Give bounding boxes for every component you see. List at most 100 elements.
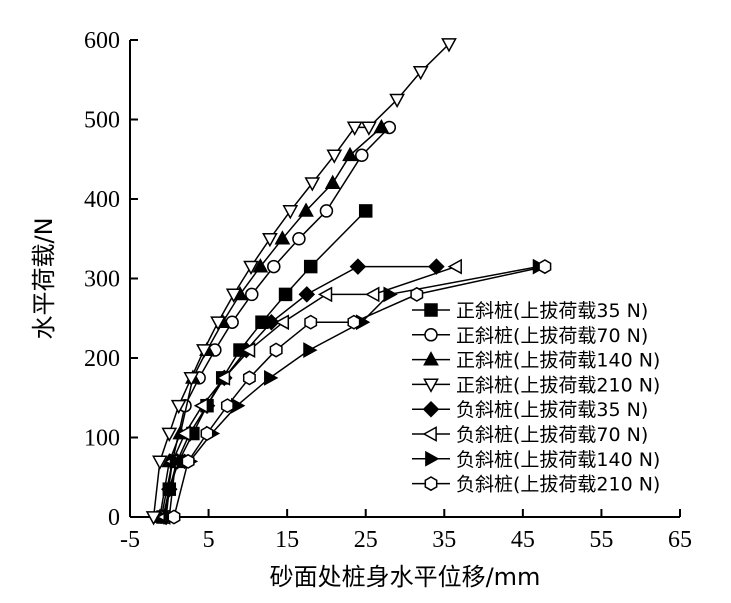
data-point-marker: [183, 372, 200, 387]
legend-label: 负斜桩(上拔荷载70 N): [456, 424, 648, 446]
series-line: [163, 265, 457, 518]
legend-entry: 正斜桩(上拔荷载140 N): [412, 350, 660, 372]
data-point-marker: [538, 259, 552, 275]
x-tick-label: 5: [203, 527, 215, 553]
data-point-marker: [358, 204, 373, 218]
data-point-marker: [412, 65, 429, 81]
data-point-marker: [365, 286, 380, 303]
y-tick-label: 0: [108, 505, 120, 531]
data-point-marker: [252, 258, 269, 273]
data-point-marker: [317, 286, 333, 303]
data-point-marker: [355, 148, 369, 163]
legend-entry: 负斜桩(上拔荷载35 N): [412, 399, 648, 421]
data-point-marker: [424, 303, 438, 317]
data-point-marker: [170, 399, 187, 415]
x-tick-label: -5: [120, 527, 140, 553]
data-point-marker: [215, 370, 231, 386]
data-point-marker: [282, 205, 299, 220]
data-point-marker: [242, 370, 256, 386]
data-point-marker: [193, 397, 209, 414]
data-point-marker: [319, 204, 334, 218]
data-point-marker: [423, 378, 439, 393]
data-point-marker: [243, 260, 259, 276]
data-point-marker: [303, 259, 318, 274]
data-point-marker: [278, 287, 293, 302]
legend-entry: 正斜桩(上拔荷载210 N): [412, 374, 660, 396]
series-line: [162, 210, 367, 518]
legend-entry: 正斜桩(上拔荷载35 N): [412, 300, 648, 322]
data-point-marker: [169, 453, 185, 470]
data-point-marker: [361, 121, 377, 136]
data-point-marker: [152, 455, 168, 470]
legend-label: 正斜桩(上拔荷载70 N): [456, 325, 648, 347]
data-point-marker: [225, 288, 242, 303]
data-point-marker: [263, 313, 280, 331]
data-point-marker: [303, 342, 318, 358]
x-tick-label: 55: [589, 527, 613, 553]
x-tick-label: 25: [354, 527, 378, 553]
data-point-marker: [298, 202, 314, 217]
y-tick-label: 100: [84, 426, 120, 452]
legend-label: 正斜桩(上拔荷载140 N): [456, 350, 660, 372]
series-lines: [145, 38, 552, 526]
legend-entry: 负斜桩(上拔荷载210 N): [412, 474, 660, 496]
series-1: [156, 204, 373, 524]
series-5: [157, 258, 445, 526]
data-point-marker: [441, 38, 457, 53]
data-point-marker: [389, 93, 405, 109]
y-tick-label: 500: [84, 108, 120, 134]
data-point-marker: [210, 316, 226, 331]
data-point-marker: [292, 232, 306, 246]
x-tick-label: 15: [275, 527, 299, 553]
x-tick-label: 65: [668, 527, 692, 553]
data-point-marker: [167, 509, 181, 525]
legend-entry: 负斜桩(上拔荷载70 N): [412, 424, 648, 446]
series-line: [160, 126, 390, 518]
series-line: [173, 265, 546, 518]
data-point-marker: [196, 344, 212, 359]
data-point-marker: [304, 177, 321, 192]
data-point-marker: [326, 149, 343, 164]
data-point-marker: [176, 425, 191, 442]
legend-entry: 负斜桩(上拔荷载140 N): [412, 449, 660, 471]
data-point-marker: [447, 258, 462, 275]
data-point-marker: [422, 426, 437, 442]
y-tick-label: 200: [84, 346, 120, 372]
data-point-marker: [304, 314, 318, 330]
legend-label: 负斜桩(上拔荷载140 N): [456, 449, 660, 471]
legend-entry: 正斜桩(上拔荷载70 N): [412, 325, 648, 347]
data-point-marker: [262, 232, 278, 248]
data-point-marker: [342, 146, 358, 162]
data-point-marker: [410, 286, 424, 302]
data-point-marker: [269, 342, 283, 358]
data-point-marker: [347, 314, 361, 330]
data-point-marker: [425, 450, 440, 467]
legend-label: 负斜桩(上拔荷载35 N): [456, 399, 648, 421]
data-point-marker: [423, 351, 439, 366]
x-axis-title: 砂面处桩身水平位移/mm: [270, 563, 541, 591]
x-tick-label: 35: [432, 527, 456, 553]
legend: 正斜桩(上拔荷载35 N) 正斜桩(上拔荷载70 N) 正斜桩(上拔荷载140 N)…: [412, 300, 660, 496]
series-4: [145, 38, 457, 526]
data-point-marker: [264, 370, 279, 386]
y-tick-label: 600: [84, 28, 120, 54]
data-point-marker: [145, 511, 162, 526]
legend-label: 负斜桩(上拔荷载210 N): [456, 474, 660, 496]
legend-label: 正斜桩(上拔荷载210 N): [456, 374, 660, 396]
legend-label: 正斜桩(上拔荷载35 N): [456, 300, 648, 322]
y-tick-label: 400: [84, 187, 120, 213]
data-point-marker: [383, 286, 398, 303]
y-tick-label: 300: [84, 267, 120, 293]
axes: -5 5 15 25 35 45 55 65 0 100 200 300 400 500 600: [84, 28, 692, 553]
data-point-marker: [245, 287, 259, 302]
data-point-marker: [422, 400, 440, 418]
data-point-marker: [220, 398, 234, 414]
series-8: [167, 259, 552, 525]
data-point-marker: [298, 286, 316, 303]
data-point-marker: [274, 230, 291, 245]
data-point-marker: [274, 314, 290, 331]
data-point-marker: [267, 259, 281, 274]
data-point-marker: [324, 174, 341, 189]
